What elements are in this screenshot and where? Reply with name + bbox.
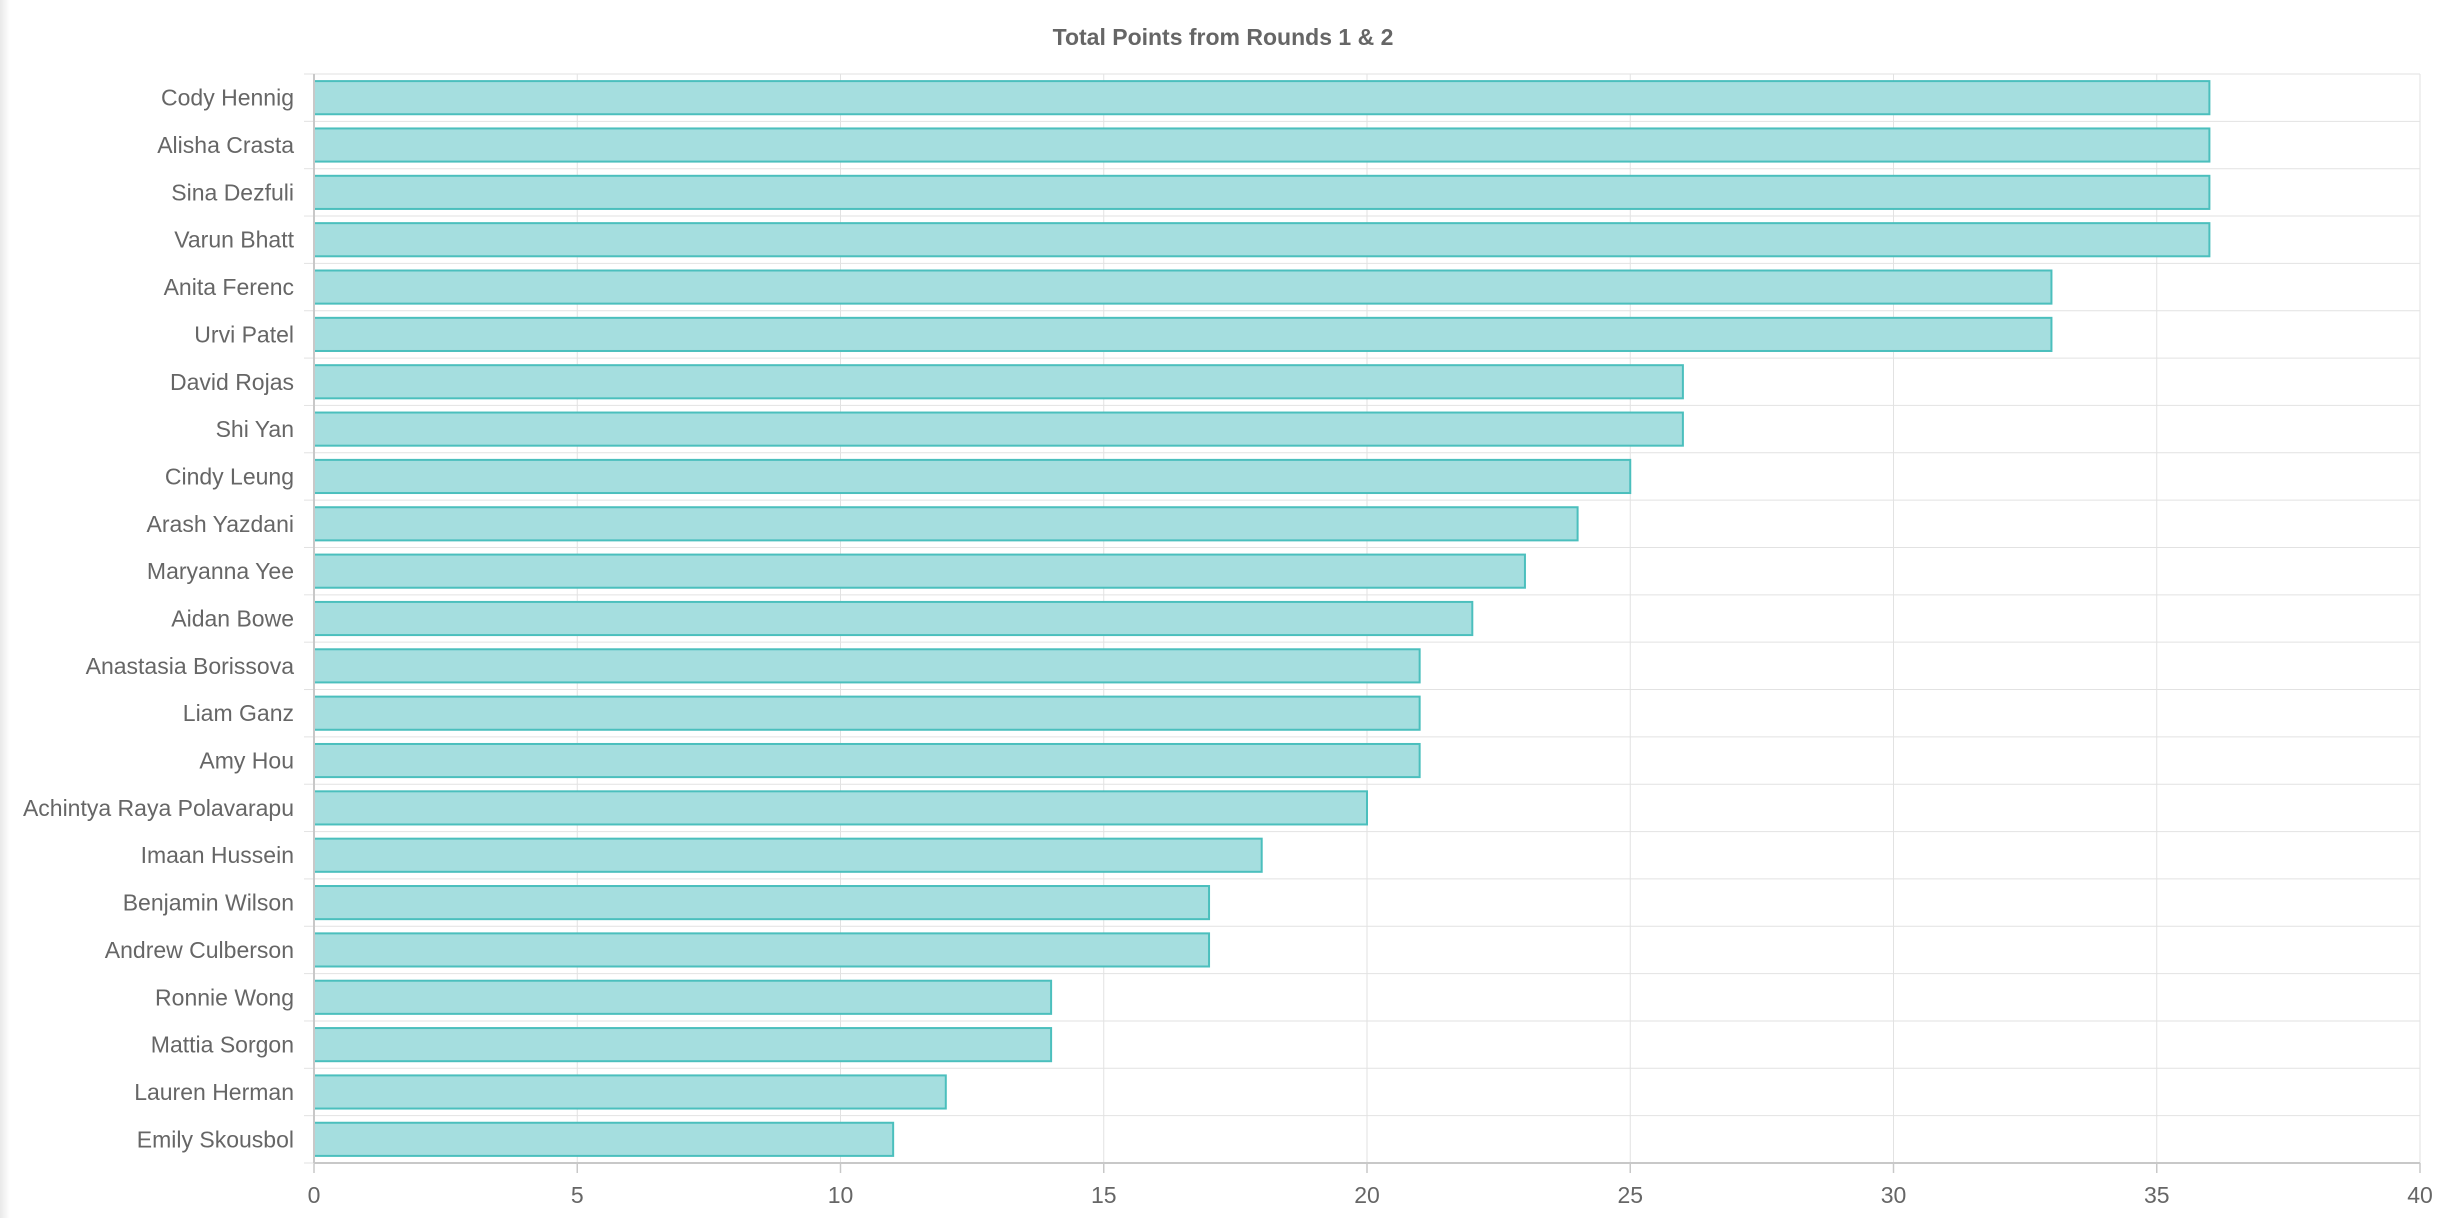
category-label: Ronnie Wong bbox=[155, 984, 294, 1010]
category-label: Cody Hennig bbox=[161, 85, 294, 111]
bar bbox=[313, 553, 1526, 589]
category-label: Andrew Culberson bbox=[105, 937, 294, 963]
bar bbox=[313, 458, 1632, 495]
bar bbox=[313, 1074, 947, 1110]
x-tick-label: 25 bbox=[1617, 1182, 1643, 1208]
bar bbox=[313, 222, 2211, 258]
category-label: David Rojas bbox=[170, 369, 294, 395]
bar bbox=[313, 411, 1684, 447]
bar bbox=[313, 932, 1211, 968]
bar bbox=[313, 316, 2053, 352]
window-edge-shadow bbox=[0, 0, 10, 1218]
bar bbox=[313, 695, 1421, 731]
bar bbox=[313, 506, 1579, 542]
bar bbox=[313, 364, 1684, 400]
bar bbox=[313, 1027, 1053, 1063]
x-tick-label: 0 bbox=[308, 1182, 321, 1208]
x-tick-label: 40 bbox=[2407, 1182, 2433, 1208]
category-label: Maryanna Yee bbox=[147, 558, 294, 584]
category-label: Aidan Bowe bbox=[171, 606, 294, 632]
category-label: Shi Yan bbox=[216, 416, 294, 442]
x-tick-label: 10 bbox=[828, 1182, 854, 1208]
category-label: Sina Dezfuli bbox=[171, 179, 294, 205]
category-label: Varun Bhatt bbox=[174, 227, 294, 253]
category-label: Emily Skousbol bbox=[137, 1126, 294, 1152]
category-label: Alisha Crasta bbox=[157, 132, 294, 158]
category-label: Amy Hou bbox=[199, 748, 294, 774]
category-label: Anastasia Borissova bbox=[86, 653, 295, 679]
category-label: Mattia Sorgon bbox=[151, 1032, 294, 1058]
category-label: Urvi Patel bbox=[194, 321, 294, 347]
bar bbox=[313, 174, 2211, 210]
category-label: Achintya Raya Polavarapu bbox=[23, 795, 294, 821]
category-label: Lauren Herman bbox=[134, 1079, 294, 1105]
category-label: Imaan Hussein bbox=[141, 842, 294, 868]
bar bbox=[313, 742, 1421, 779]
bar bbox=[313, 600, 1474, 637]
category-label: Liam Ganz bbox=[183, 700, 294, 726]
x-tick-label: 15 bbox=[1091, 1182, 1117, 1208]
category-label: Anita Ferenc bbox=[164, 274, 294, 300]
x-tick-label: 5 bbox=[571, 1182, 584, 1208]
bar bbox=[313, 885, 1211, 921]
category-label: Cindy Leung bbox=[165, 463, 294, 489]
bar bbox=[313, 837, 1263, 873]
bar bbox=[313, 269, 2053, 305]
bar bbox=[313, 127, 2211, 163]
category-label: Benjamin Wilson bbox=[123, 890, 294, 916]
x-tick-label: 35 bbox=[2144, 1182, 2170, 1208]
x-tick-label: 30 bbox=[1881, 1182, 1907, 1208]
bar bbox=[313, 790, 1368, 826]
bar bbox=[313, 1121, 895, 1157]
x-tick-label: 20 bbox=[1354, 1182, 1380, 1208]
chart-title: Total Points from Rounds 1 & 2 bbox=[1052, 24, 1394, 50]
bar bbox=[313, 80, 2211, 116]
category-label: Arash Yazdani bbox=[147, 511, 294, 537]
bar bbox=[313, 648, 1421, 684]
bar bbox=[313, 979, 1053, 1015]
